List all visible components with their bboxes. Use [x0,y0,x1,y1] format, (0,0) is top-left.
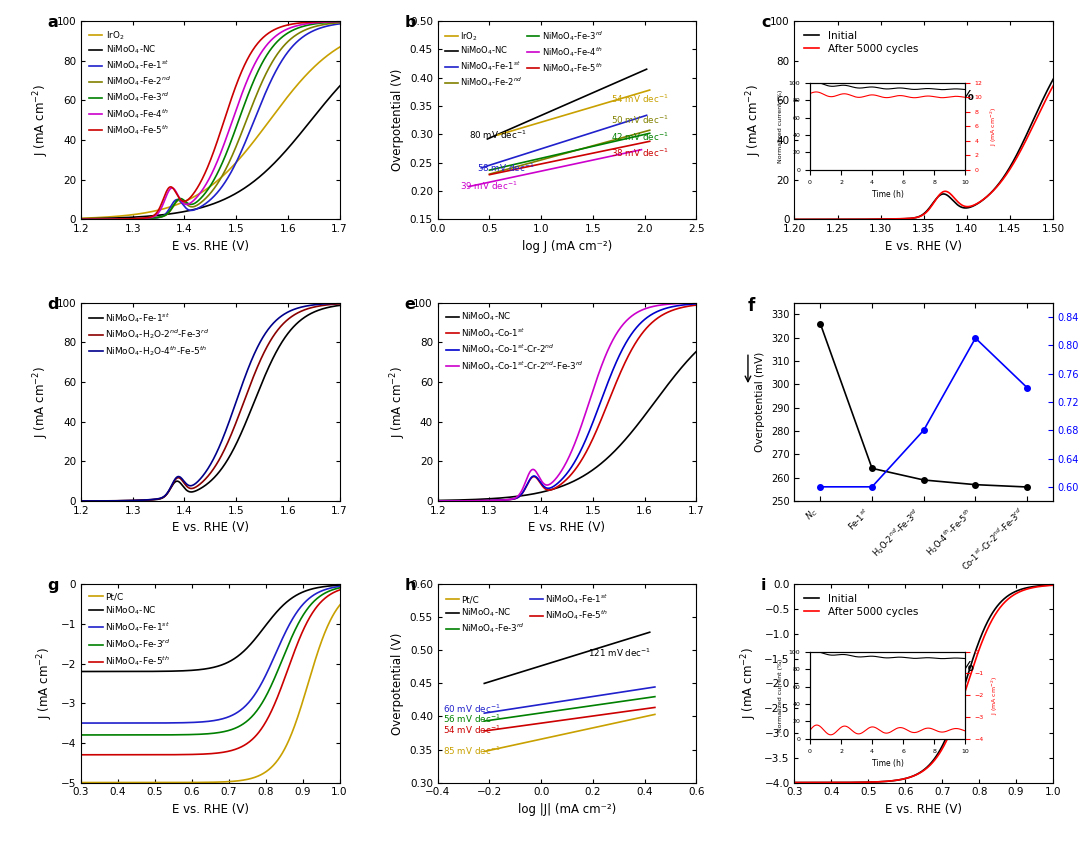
Initial [1050,580,1063,590]
After 5000 cycles [950,196,963,206]
Text: $\Delta$J=8%: $\Delta$J=8% [923,88,975,105]
Text: h: h [404,579,416,593]
After 5000 cycles [1064,54,1077,64]
After 5000 cycles [903,772,916,783]
Y-axis label: J (mA cm$^{-2}$): J (mA cm$^{-2}$) [388,366,408,437]
After 5000 cycles [996,175,1009,185]
Legend: IrO$_2$, NiMoO$_4$-NC, NiMoO$_4$-Fe-1$^{st}$, NiMoO$_4$-Fe-2$^{nd}$, NiMoO$_4$-F: IrO$_2$, NiMoO$_4$-NC, NiMoO$_4$-Fe-1$^{… [85,25,174,140]
Y-axis label: J (mA cm$^{-2}$): J (mA cm$^{-2}$) [745,85,765,157]
Text: c: c [761,15,770,30]
Y-axis label: J (mA cm$^{-2}$): J (mA cm$^{-2}$) [36,647,55,719]
X-axis label: log J (mA cm⁻²): log J (mA cm⁻²) [522,240,612,253]
Legend: Pt/C, NiMoO$_4$-NC, NiMoO$_4$-Fe-1$^{st}$, NiMoO$_4$-Fe-3$^{rd}$, NiMoO$_4$-Fe-5: Pt/C, NiMoO$_4$-NC, NiMoO$_4$-Fe-1$^{st}… [85,589,175,672]
Text: 80 mV dec$^{-1}$: 80 mV dec$^{-1}$ [469,129,526,141]
Text: 56 mV dec$^{-1}$: 56 mV dec$^{-1}$ [443,712,500,725]
Initial [850,777,863,788]
Text: d: d [48,297,59,312]
Legend: IrO$_2$, NiMoO$_4$-NC, NiMoO$_4$-Fe-1$^{st}$, NiMoO$_4$-Fe-2$^{nd}$, NiMoO$_4$-F: IrO$_2$, NiMoO$_4$-NC, NiMoO$_4$-Fe-1$^{… [442,25,607,92]
After 5000 cycles [828,777,841,788]
Initial [984,612,997,622]
Y-axis label: Overpotential (mV): Overpotential (mV) [755,352,766,452]
Y-axis label: J (mA cm$^{-2}$): J (mA cm$^{-2}$) [739,647,758,719]
Line: Initial: Initial [787,585,1056,783]
After 5000 cycles [913,212,926,222]
X-axis label: log |J| (mA cm⁻²): log |J| (mA cm⁻²) [518,803,616,816]
Text: 60 mV dec$^{-1}$: 60 mV dec$^{-1}$ [443,703,500,715]
Y-axis label: Overpotential (V): Overpotential (V) [391,69,404,172]
Text: $\Delta$J=8%: $\Delta$J=8% [923,659,975,676]
After 5000 cycles [1050,580,1063,591]
After 5000 cycles [788,214,801,224]
Line: After 5000 cycles: After 5000 cycles [795,59,1070,219]
Text: 58 mV dec$^{-1}$: 58 mV dec$^{-1}$ [477,162,535,174]
Y-axis label: Overpotential (V): Overpotential (V) [391,632,404,734]
After 5000 cycles [850,777,863,788]
Initial [859,214,872,224]
After 5000 cycles [837,214,850,224]
X-axis label: E vs. RHE (V): E vs. RHE (V) [886,803,962,816]
Text: 54 mV dec$^{-1}$: 54 mV dec$^{-1}$ [611,93,669,105]
Text: b: b [404,15,416,30]
X-axis label: E vs. RHE (V): E vs. RHE (V) [172,803,248,816]
After 5000 cycles [859,214,872,224]
Text: 50 mV dec$^{-1}$: 50 mV dec$^{-1}$ [611,114,669,126]
Initial [940,733,953,744]
Y-axis label: J (mA cm$^{-2}$): J (mA cm$^{-2}$) [31,85,51,157]
Line: Initial: Initial [795,53,1070,219]
Initial [903,772,916,783]
Text: 42 mV dec$^{-1}$: 42 mV dec$^{-1}$ [611,130,669,143]
Initial [828,777,841,788]
Initial [950,200,963,210]
Text: f: f [748,297,755,315]
Text: 38 mV dec$^{-1}$: 38 mV dec$^{-1}$ [611,146,669,159]
Initial [788,214,801,224]
Text: e: e [404,297,415,312]
Legend: NiMoO$_4$-NC, NiMoO$_4$-Co-1$^{st}$, NiMoO$_4$-Co-1$^{st}$-Cr-2$^{nd}$, NiMoO$_4: NiMoO$_4$-NC, NiMoO$_4$-Co-1$^{st}$, NiM… [442,307,588,376]
Text: g: g [48,579,59,593]
After 5000 cycles [781,777,794,788]
Initial [781,777,794,788]
Y-axis label: J (mA cm$^{-2}$): J (mA cm$^{-2}$) [989,676,1000,715]
Line: After 5000 cycles: After 5000 cycles [787,585,1056,783]
Text: a: a [48,15,58,30]
Text: 54 mV dec$^{-1}$: 54 mV dec$^{-1}$ [443,723,500,736]
After 5000 cycles [972,198,985,208]
X-axis label: E vs. RHE (V): E vs. RHE (V) [528,521,606,535]
Text: 39 mV dec$^{-1}$: 39 mV dec$^{-1}$ [460,179,518,192]
Initial [960,672,973,682]
Text: 121 mV dec$^{-1}$: 121 mV dec$^{-1}$ [588,646,651,659]
Text: 85 mV dec$^{-1}$: 85 mV dec$^{-1}$ [443,744,500,757]
Y-axis label: J (mA cm$^{-2}$): J (mA cm$^{-2}$) [988,107,999,146]
Legend: Initial, After 5000 cycles: Initial, After 5000 cycles [799,590,922,621]
Initial [837,214,850,224]
After 5000 cycles [960,680,973,690]
X-axis label: E vs. RHE (V): E vs. RHE (V) [172,521,248,535]
Legend: Initial, After 5000 cycles: Initial, After 5000 cycles [799,26,922,58]
Initial [1064,48,1077,58]
After 5000 cycles [984,618,997,629]
Y-axis label: J (mA cm$^{-2}$): J (mA cm$^{-2}$) [31,366,51,437]
Legend: NiMoO$_4$-Fe-1$^{st}$, NiMoO$_4$-H$_2$O-2$^{nd}$-Fe-3$^{rd}$, NiMoO$_4$-H$_2$O-4: NiMoO$_4$-Fe-1$^{st}$, NiMoO$_4$-H$_2$O-… [85,307,214,361]
X-axis label: E vs. RHE (V): E vs. RHE (V) [172,240,248,253]
Initial [996,174,1009,184]
Text: i: i [761,579,767,593]
Initial [913,212,926,222]
Legend: Pt/C, NiMoO$_4$-NC, NiMoO$_4$-Fe-3$^{rd}$, NiMoO$_4$-Fe-1$^{st}$, NiMoO$_4$-Fe-5: Pt/C, NiMoO$_4$-NC, NiMoO$_4$-Fe-3$^{rd}… [442,589,612,639]
After 5000 cycles [940,737,953,747]
Initial [972,198,985,208]
X-axis label: E vs. RHE (V): E vs. RHE (V) [886,240,962,253]
